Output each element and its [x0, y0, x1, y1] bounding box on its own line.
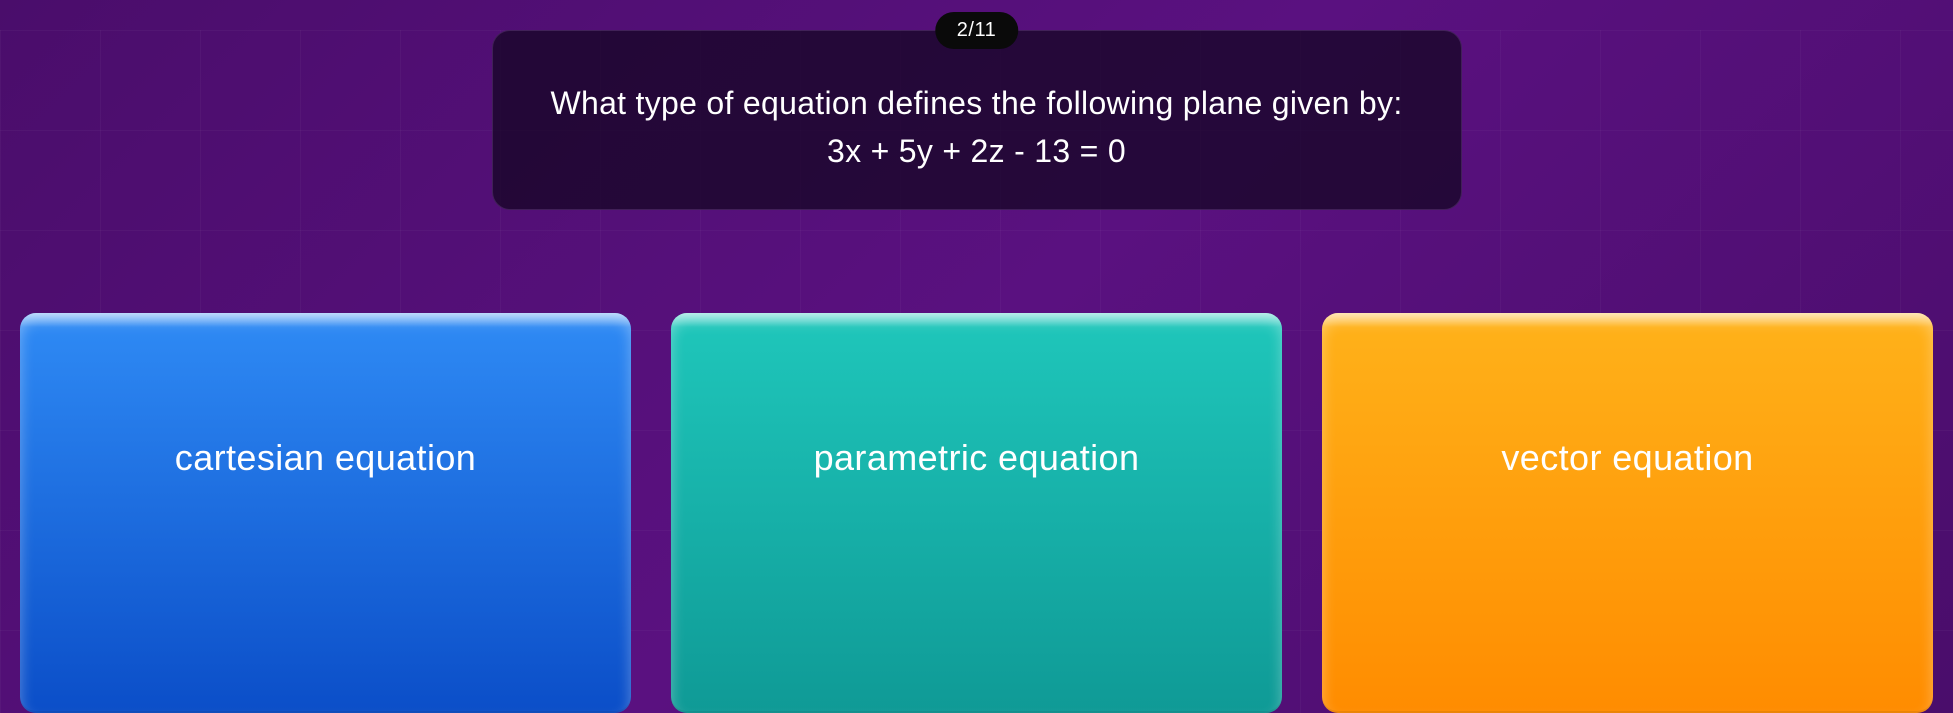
answer-label: vector equation — [1501, 437, 1753, 479]
answer-card-vector[interactable]: vector equation — [1322, 313, 1933, 713]
answer-card-parametric[interactable]: parametric equation — [671, 313, 1282, 713]
answer-label: parametric equation — [814, 437, 1140, 479]
answer-label: cartesian equation — [175, 437, 476, 479]
question-line-1: What type of equation defines the follow… — [533, 79, 1421, 127]
question-line-2: 3x + 5y + 2z - 13 = 0 — [533, 127, 1421, 175]
answers-row: cartesian equation parametric equation v… — [0, 313, 1953, 713]
progress-pill: 2/11 — [935, 12, 1018, 49]
answer-card-cartesian[interactable]: cartesian equation — [20, 313, 631, 713]
progress-label: 2/11 — [957, 19, 996, 41]
question-container: 2/11 What type of equation defines the f… — [492, 30, 1462, 210]
question-box: What type of equation defines the follow… — [492, 30, 1462, 210]
